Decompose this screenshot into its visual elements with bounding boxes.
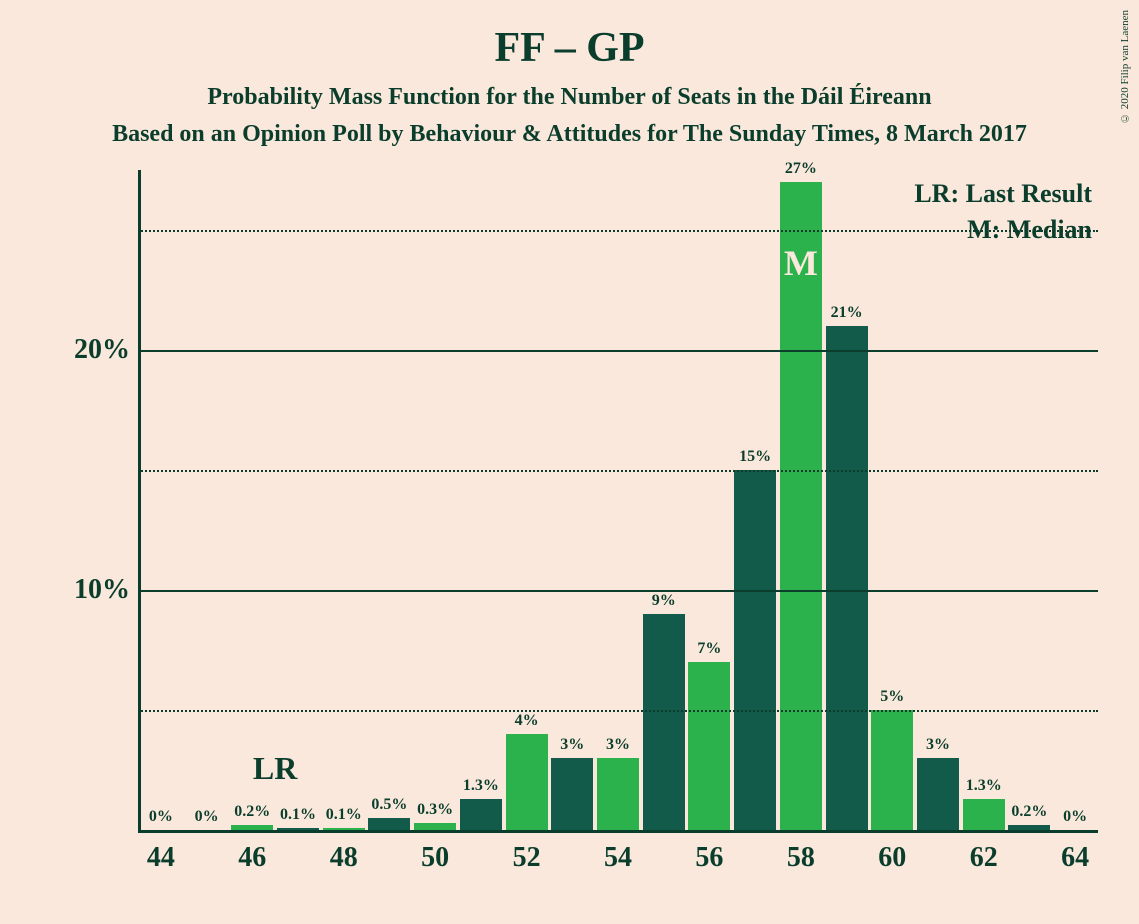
median-marker: M (784, 242, 818, 284)
bar-value-label: 3% (560, 736, 584, 754)
bar (460, 799, 502, 830)
bar-value-label: 0.2% (234, 803, 270, 821)
y-axis-label: 20% (60, 334, 130, 366)
bar-value-label: 0% (1063, 808, 1087, 826)
bar-value-label: 7% (697, 640, 721, 658)
copyright-text: © 2020 Filip van Laenen (1119, 10, 1131, 124)
x-axis-label: 62 (970, 842, 998, 874)
bar-value-label: 0% (149, 808, 173, 826)
x-axis-label: 64 (1061, 842, 1089, 874)
bar-value-label: 1.3% (966, 777, 1002, 795)
bar (917, 758, 959, 830)
title-block: FF – GP Probability Mass Function for th… (0, 0, 1139, 148)
chart-subtitle: Probability Mass Function for the Number… (0, 84, 1139, 111)
bar (368, 818, 410, 830)
bar (414, 823, 456, 830)
bar-value-label: 0.5% (371, 796, 407, 814)
bar-value-label: 15% (739, 448, 771, 466)
bar-value-label: 4% (515, 712, 539, 730)
bar-value-label: 0.3% (417, 801, 453, 819)
y-axis-label: 10% (60, 574, 130, 606)
bar (643, 614, 685, 830)
x-axis-label: 54 (604, 842, 632, 874)
gridline (138, 470, 1098, 472)
lr-marker: LR (253, 750, 297, 787)
bar-value-label: 3% (926, 736, 950, 754)
x-axis-label: 52 (513, 842, 541, 874)
gridline (138, 230, 1098, 232)
bar (826, 326, 868, 830)
bar-value-label: 0% (195, 808, 219, 826)
gridline (138, 590, 1098, 592)
bar-value-label: 5% (880, 688, 904, 706)
gridline (138, 350, 1098, 352)
x-axis-label: 48 (330, 842, 358, 874)
bar (734, 470, 776, 830)
bar (597, 758, 639, 830)
bar-value-label: 1.3% (463, 777, 499, 795)
bar-value-label: 0.2% (1011, 803, 1047, 821)
x-axis-label: 60 (878, 842, 906, 874)
bar (551, 758, 593, 830)
x-axis (138, 830, 1098, 833)
bar (963, 799, 1005, 830)
x-axis-label: 58 (787, 842, 815, 874)
bar-value-label: 9% (652, 592, 676, 610)
bar-value-label: 27% (785, 160, 817, 178)
x-axis-label: 56 (695, 842, 723, 874)
x-axis-label: 50 (421, 842, 449, 874)
bar-value-label: 0.1% (280, 806, 316, 824)
chart-title: FF – GP (0, 24, 1139, 72)
bar (506, 734, 548, 830)
bar (688, 662, 730, 830)
chart-container: LR: Last Result M: Median 0%0%0.2%0.1%0.… (60, 170, 1110, 890)
bar-value-label: 21% (831, 304, 863, 322)
bar (871, 710, 913, 830)
x-axis-label: 44 (147, 842, 175, 874)
plot-area: 0% 0% 0.2% 0.1% 0.1% 0.5% 0.3% 1.3% 4% 3% 3% 9% 7% 15… (138, 170, 1098, 830)
y-axis (138, 170, 141, 830)
bar-value-label: 3% (606, 736, 630, 754)
gridline (138, 710, 1098, 712)
bar-value-label: 0.1% (326, 806, 362, 824)
chart-poll-line: Based on an Opinion Poll by Behaviour & … (0, 121, 1139, 148)
x-axis-label: 46 (238, 842, 266, 874)
